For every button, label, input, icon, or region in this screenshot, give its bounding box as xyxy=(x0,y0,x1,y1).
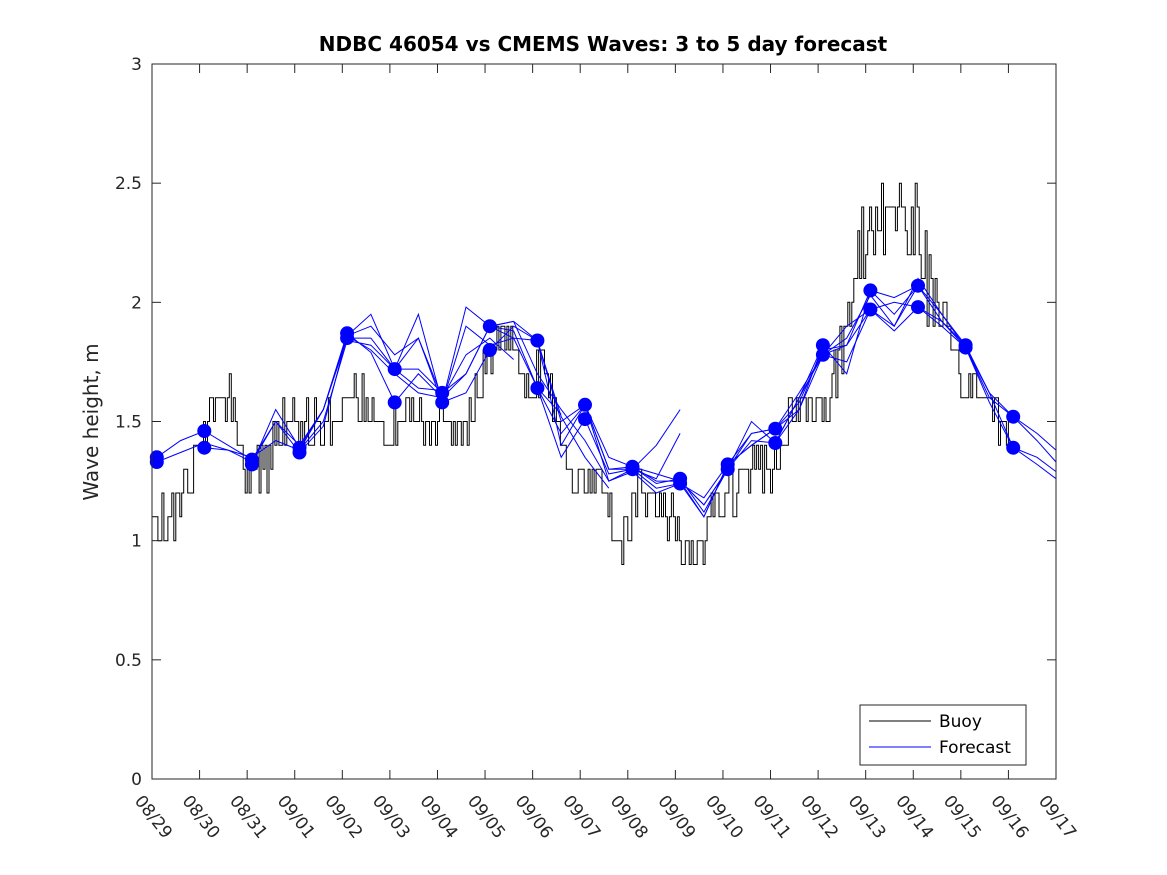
forecast-marker xyxy=(958,340,973,355)
forecast-marker xyxy=(720,462,735,477)
chart-title: NDBC 46054 vs CMEMS Waves: 3 to 5 day fo… xyxy=(319,32,888,56)
forecast-marker xyxy=(578,397,592,412)
y-tick-label: 0.5 xyxy=(115,651,142,671)
forecast-marker xyxy=(482,343,497,357)
forecast-marker xyxy=(911,300,925,315)
forecast-marker xyxy=(768,421,783,436)
forecast-marker xyxy=(768,436,783,450)
forecast-run-line-16 xyxy=(822,284,1057,463)
forecast-marker xyxy=(815,338,830,353)
forecast-marker xyxy=(625,462,640,477)
forecast-marker xyxy=(1006,440,1021,455)
forecast-marker xyxy=(863,283,878,298)
y-tick-label: 0 xyxy=(131,770,142,790)
forecast-marker xyxy=(863,302,878,317)
plot-area xyxy=(149,64,1057,779)
forecast-marker xyxy=(530,333,545,348)
y-axis-label: Wave height, m xyxy=(79,343,103,500)
y-tick-label: 3 xyxy=(131,55,142,75)
forecast-marker xyxy=(244,457,259,472)
forecast-run-line-4 xyxy=(251,325,562,465)
legend-box xyxy=(859,704,1027,766)
forecast-marker xyxy=(340,331,355,346)
y-tick-label: 2.5 xyxy=(115,174,142,194)
y-tick-label: 1 xyxy=(131,532,142,552)
forecast-marker xyxy=(197,440,212,455)
forecast-marker xyxy=(197,424,212,438)
legend: Buoy Forecast xyxy=(859,704,1027,766)
forecast-run-line-14 xyxy=(727,284,1057,465)
forecast-marker xyxy=(387,395,402,410)
legend-buoy-label: Buoy xyxy=(939,712,982,732)
forecast-marker xyxy=(673,476,688,491)
legend-forecast-label: Forecast xyxy=(939,738,1011,758)
forecast-marker xyxy=(149,450,164,465)
forecast-marker xyxy=(911,278,925,293)
forecast-marker xyxy=(435,395,450,410)
forecast-marker xyxy=(1006,409,1021,424)
forecast-marker xyxy=(292,445,307,460)
forecast-marker xyxy=(482,319,497,334)
y-tick-label: 1.5 xyxy=(115,413,142,433)
forecast-marker xyxy=(387,362,402,377)
y-tick-label: 2 xyxy=(131,293,142,313)
buoy-line xyxy=(152,182,1009,565)
forecast-marker xyxy=(578,412,592,427)
forecast-marker xyxy=(530,381,545,396)
forecast-marker xyxy=(815,347,830,362)
